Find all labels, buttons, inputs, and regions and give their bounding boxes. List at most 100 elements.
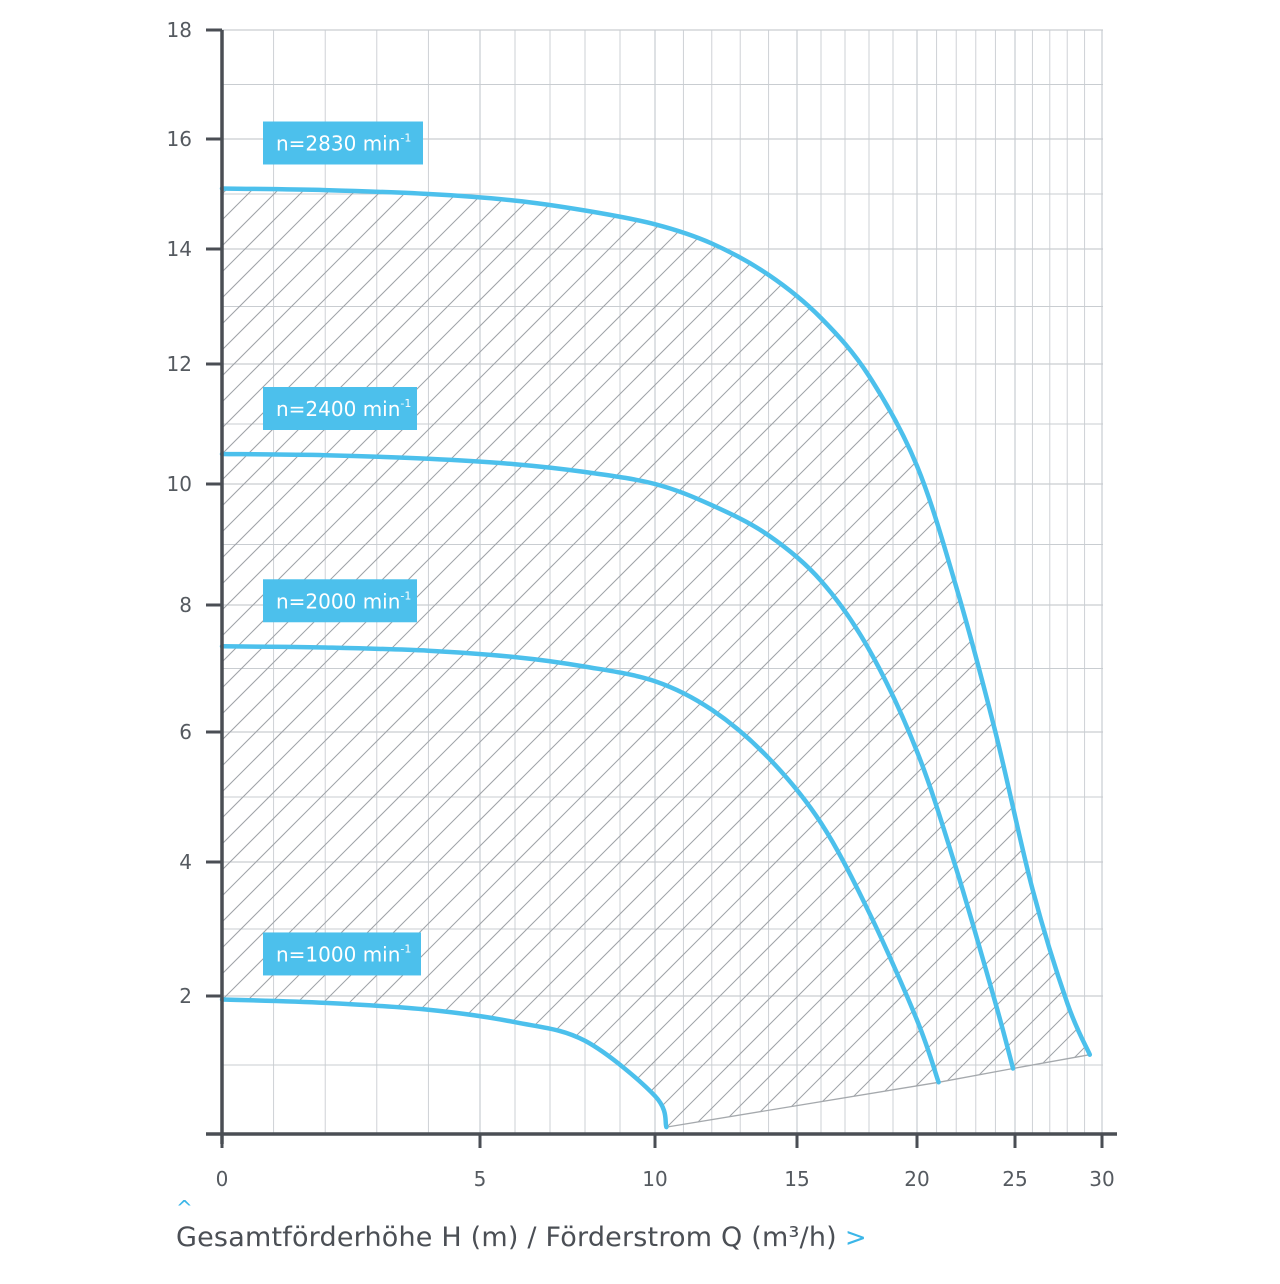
hatch-line [222, 188, 1089, 1128]
series-curve-3 [219, 997, 669, 1130]
y-tick-label: 16 [167, 127, 192, 151]
hatch-line [1206, 30, 1280, 1134]
hatch-line [222, 188, 309, 1128]
hatch-line [971, 188, 1090, 1128]
series-label-text: n=2830 min-1 [276, 132, 411, 156]
y-tick-label: 6 [179, 720, 192, 744]
hatch-line [711, 188, 1090, 1128]
hatch-line [0, 30, 126, 1134]
series-label-text: n=2000 min-1 [276, 589, 411, 613]
caption-text: Gesamtförderhöhe H (m) / Förderstrom Q (… [176, 1222, 837, 1253]
x-tick-label: 15 [784, 1167, 809, 1191]
series-label-text: n=1000 min-1 [276, 942, 411, 966]
hatch-line [222, 188, 985, 1128]
hatch-line [222, 188, 1090, 1128]
series-curve-1 [219, 451, 1016, 1071]
hatch-line [1258, 30, 1280, 1134]
x-tick-label: 0 [216, 1167, 229, 1191]
operating-area-limit-line [666, 1054, 1090, 1128]
hatch-line [919, 188, 1090, 1128]
operating-area-boundary [666, 1054, 1090, 1128]
hatch-line [0, 30, 178, 1134]
y-tick-label: 10 [167, 472, 192, 496]
hatch-line [581, 188, 1090, 1128]
hatch-line [815, 188, 1090, 1128]
hatch-line [0, 30, 204, 1134]
y-tick-label: 4 [179, 850, 192, 874]
hatch-line [222, 188, 439, 1128]
series-label-box [263, 932, 421, 976]
y-tick-label: 18 [167, 18, 192, 42]
series-label-1: n=2400 min-1 [263, 387, 417, 430]
hatch-line [997, 188, 1090, 1128]
grid [222, 29, 1103, 1134]
hatch-line [0, 30, 152, 1134]
x-tick-label: 30 [1089, 1167, 1114, 1191]
hatch-line [633, 188, 1090, 1128]
hatch-line [222, 188, 1011, 1128]
hatch-line [1023, 188, 1090, 1128]
y-tick-label: 14 [167, 237, 192, 261]
series-label-2: n=2000 min-1 [263, 579, 417, 623]
series-label-box [263, 387, 417, 430]
hatch-line [222, 188, 1090, 1128]
x-tick-label: 10 [642, 1167, 667, 1191]
hatch-line [222, 188, 1090, 1128]
tick-labels: 2 4 6 8 10 12 14 16 18 0 5 10 15 20 25 30 [167, 18, 1115, 1191]
series-curves [219, 186, 1093, 1130]
hatch-line [222, 188, 1090, 1128]
series-label-box [263, 579, 417, 623]
hatch-line [555, 188, 1090, 1128]
hatch-line [222, 188, 569, 1128]
hatch-line [222, 188, 283, 1128]
hatch-line [222, 188, 621, 1128]
hatch-line [789, 188, 1090, 1128]
hatch-line [222, 188, 491, 1128]
hatch-line [477, 188, 1090, 1128]
y-tick-label: 2 [179, 984, 192, 1008]
hatch-line [222, 188, 673, 1128]
hatch-line [425, 188, 1090, 1128]
hatch-line [841, 188, 1090, 1128]
hatch-line [222, 188, 465, 1128]
hatch-line [737, 188, 1090, 1128]
hatch-line [659, 188, 1090, 1128]
x-tick-label: 20 [904, 1167, 929, 1191]
caption-up-arrow-icon[interactable]: ^ [176, 1196, 193, 1220]
series-label-3: n=1000 min-1 [263, 932, 421, 976]
hatch-line [222, 188, 1037, 1128]
hatch-line [1075, 188, 1090, 1128]
hatch-line [222, 188, 751, 1128]
y-tick-label: 8 [179, 593, 192, 617]
x-tick-label: 5 [474, 1167, 487, 1191]
caption-chevron-right-icon[interactable]: > [844, 1223, 867, 1253]
hatch-line [451, 188, 1090, 1128]
series-label-0: n=2830 min-1 [263, 121, 423, 165]
hatch-line [222, 188, 257, 1128]
hatch-line [1102, 30, 1280, 1134]
hatch-line [222, 188, 777, 1128]
hatch-line [399, 188, 1090, 1128]
hatch-line [607, 188, 1090, 1128]
hatch-line [347, 188, 1090, 1128]
series-labels: n=2830 min-1 n=2400 min-1 n=2000 min-1 n=10… [263, 121, 423, 976]
axes [206, 28, 1117, 1148]
hatch-line [1232, 30, 1280, 1134]
hatch-line [1128, 30, 1280, 1134]
y-tick-label: 12 [167, 352, 192, 376]
hatch-line [222, 188, 543, 1128]
hatch-line [222, 188, 647, 1128]
hatch-line [1180, 30, 1280, 1134]
hatch-line [222, 188, 517, 1128]
hatch-line [529, 188, 1090, 1128]
x-tick-label: 25 [1002, 1167, 1027, 1191]
series-curve-2 [219, 644, 941, 1085]
hatch-line [763, 188, 1090, 1128]
hatch-line [1154, 30, 1280, 1134]
hatch-line [222, 188, 231, 1128]
hatch-line [685, 188, 1090, 1128]
chart-caption: Gesamtförderhöhe H (m) / Förderstrom Q (… [176, 1222, 867, 1253]
series-label-box [263, 121, 423, 165]
